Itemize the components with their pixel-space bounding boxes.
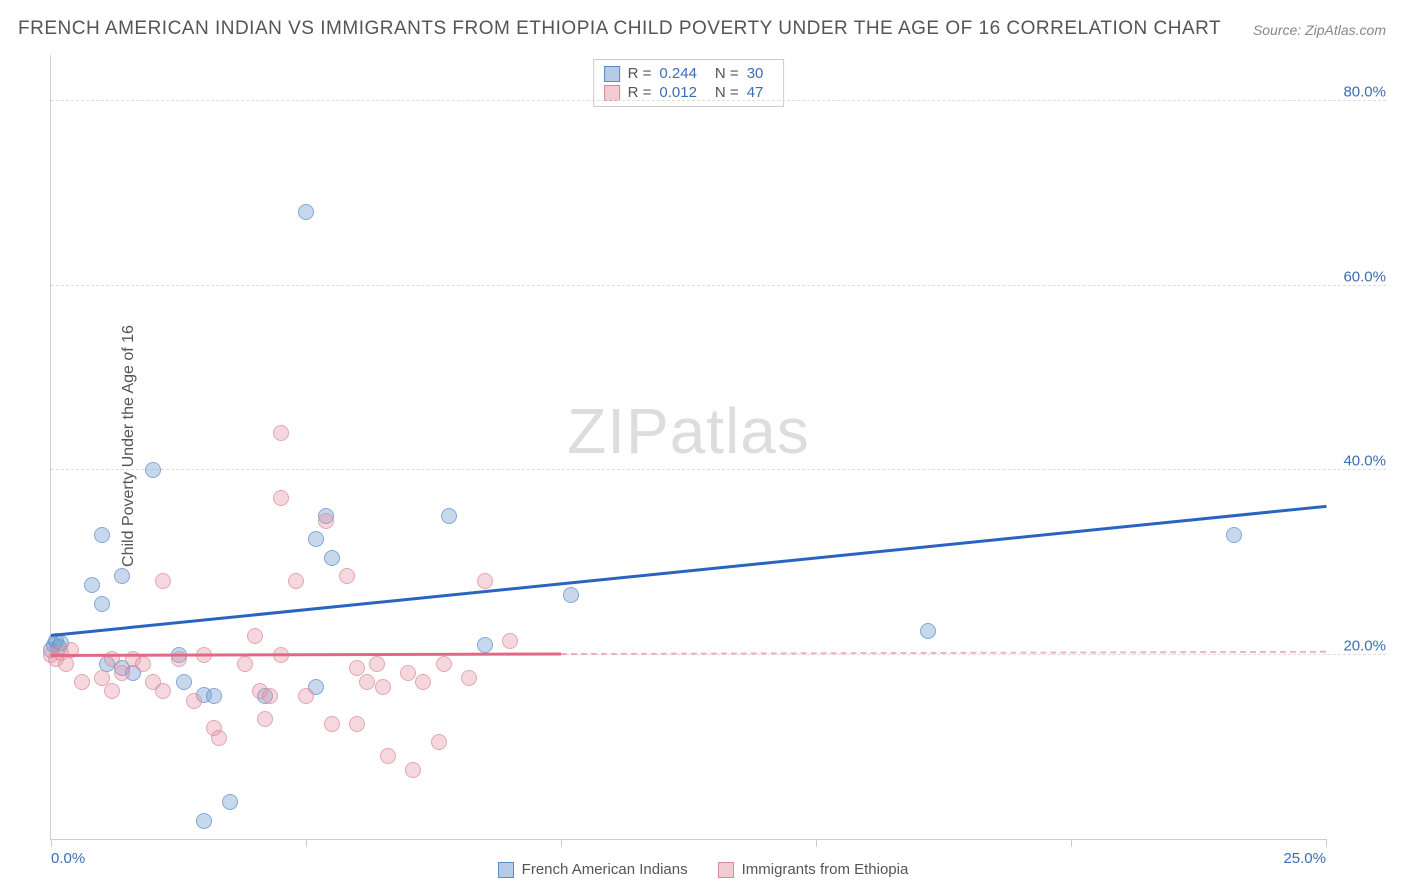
scatter-point — [211, 730, 227, 746]
scatter-point — [339, 568, 355, 584]
watermark: ZIPatlas — [567, 394, 810, 468]
legend-swatch-0 — [498, 862, 514, 878]
scatter-point — [273, 490, 289, 506]
legend-n-value-1: 47 — [747, 84, 764, 101]
scatter-point — [400, 665, 416, 681]
scatter-point — [324, 550, 340, 566]
x-tick — [306, 839, 307, 847]
legend-label-0: French American Indians — [522, 861, 688, 878]
x-tick — [1071, 839, 1072, 847]
scatter-point — [155, 573, 171, 589]
scatter-point — [369, 656, 385, 672]
scatter-point — [196, 813, 212, 829]
y-tick-label: 20.0% — [1343, 637, 1386, 654]
legend-swatch-1 — [604, 85, 620, 101]
grid-line — [51, 100, 1386, 101]
x-tick — [1326, 839, 1327, 847]
legend-n-value-0: 30 — [747, 65, 764, 82]
trend-line — [51, 504, 1326, 636]
scatter-point — [477, 637, 493, 653]
scatter-point — [145, 462, 161, 478]
scatter-point — [135, 656, 151, 672]
scatter-point — [176, 674, 192, 690]
legend-r-label: R = — [628, 65, 652, 82]
scatter-point — [441, 508, 457, 524]
scatter-point — [58, 656, 74, 672]
scatter-point — [349, 660, 365, 676]
scatter-point — [349, 716, 365, 732]
scatter-point — [74, 674, 90, 690]
scatter-point — [262, 688, 278, 704]
y-tick-label: 40.0% — [1343, 453, 1386, 470]
scatter-point — [563, 587, 579, 603]
scatter-point — [94, 670, 110, 686]
scatter-point — [206, 688, 222, 704]
scatter-point — [380, 748, 396, 764]
scatter-point — [436, 656, 452, 672]
scatter-point — [257, 711, 273, 727]
x-tick — [561, 839, 562, 847]
x-tick — [816, 839, 817, 847]
scatter-point — [461, 670, 477, 686]
scatter-point — [273, 425, 289, 441]
y-tick-label: 80.0% — [1343, 84, 1386, 101]
grid-line — [51, 469, 1386, 470]
scatter-point — [298, 688, 314, 704]
scatter-point — [247, 628, 263, 644]
legend-r-label: R = — [628, 84, 652, 101]
scatter-point — [298, 204, 314, 220]
scatter-point — [308, 531, 324, 547]
scatter-plot-area: ZIPatlas R = 0.244 N = 30 R = 0.012 N = … — [50, 55, 1326, 840]
legend-swatch-0 — [604, 66, 620, 82]
scatter-point — [415, 674, 431, 690]
scatter-point — [375, 679, 391, 695]
y-tick-label: 60.0% — [1343, 268, 1386, 285]
scatter-point — [324, 716, 340, 732]
scatter-point — [186, 693, 202, 709]
x-tick — [51, 839, 52, 847]
legend-r-value-1: 0.012 — [659, 84, 697, 101]
scatter-point — [318, 513, 334, 529]
legend-item-0: French American Indians — [498, 861, 688, 878]
scatter-point — [94, 596, 110, 612]
scatter-point — [114, 568, 130, 584]
scatter-point — [155, 683, 171, 699]
legend-swatch-1 — [718, 862, 734, 878]
series-legend: French American Indians Immigrants from … — [0, 861, 1406, 878]
scatter-point — [359, 674, 375, 690]
scatter-point — [405, 762, 421, 778]
scatter-point — [1226, 527, 1242, 543]
scatter-point — [84, 577, 100, 593]
trend-line — [51, 652, 561, 656]
scatter-point — [502, 633, 518, 649]
scatter-point — [104, 683, 120, 699]
legend-n-label: N = — [715, 65, 739, 82]
source-attribution: Source: ZipAtlas.com — [1253, 22, 1386, 38]
scatter-point — [237, 656, 253, 672]
scatter-point — [114, 665, 130, 681]
scatter-point — [920, 623, 936, 639]
legend-row-series-0: R = 0.244 N = 30 — [604, 64, 774, 83]
legend-r-value-0: 0.244 — [659, 65, 697, 82]
legend-label-1: Immigrants from Ethiopia — [742, 861, 909, 878]
scatter-point — [477, 573, 493, 589]
scatter-point — [94, 527, 110, 543]
chart-container: FRENCH AMERICAN INDIAN VS IMMIGRANTS FRO… — [0, 0, 1406, 892]
legend-n-label: N = — [715, 84, 739, 101]
chart-title: FRENCH AMERICAN INDIAN VS IMMIGRANTS FRO… — [18, 18, 1221, 40]
scatter-point — [431, 734, 447, 750]
scatter-point — [288, 573, 304, 589]
grid-line — [51, 285, 1386, 286]
legend-item-1: Immigrants from Ethiopia — [718, 861, 909, 878]
scatter-point — [222, 794, 238, 810]
